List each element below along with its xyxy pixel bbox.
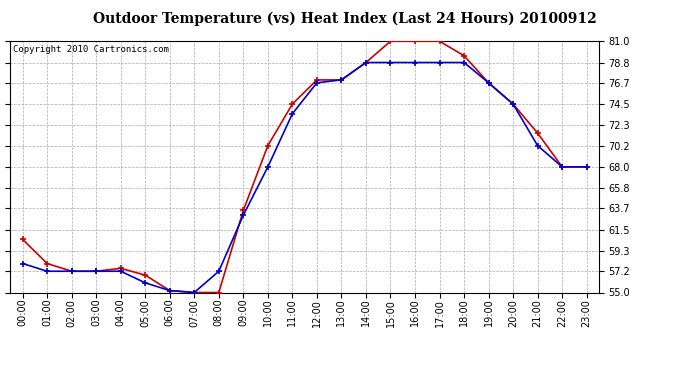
Text: Outdoor Temperature (vs) Heat Index (Last 24 Hours) 20100912: Outdoor Temperature (vs) Heat Index (Las… [93, 11, 597, 26]
Text: Copyright 2010 Cartronics.com: Copyright 2010 Cartronics.com [13, 45, 169, 54]
